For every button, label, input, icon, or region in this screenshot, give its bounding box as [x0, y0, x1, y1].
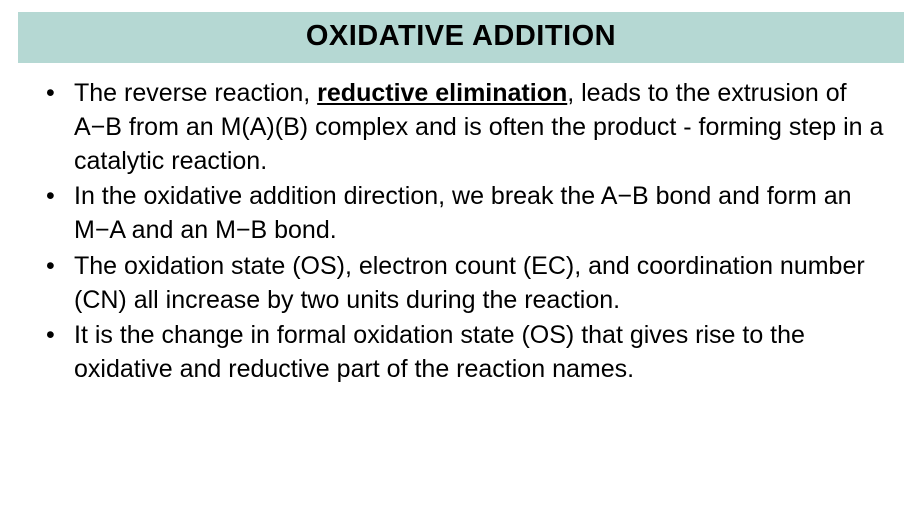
slide-title: OXIDATIVE ADDITION [18, 20, 904, 53]
text-segment: reductive elimination [317, 79, 567, 107]
list-item: In the oxidative addition direction, we … [38, 180, 896, 248]
text-segment: In the oxidative addition direction, we … [74, 182, 852, 244]
text-segment: The oxidation state (OS), electron count… [74, 252, 865, 314]
bullet-list: The reverse reaction, reductive eliminat… [38, 77, 896, 387]
slide: OXIDATIVE ADDITION The reverse reaction,… [0, 0, 922, 518]
list-item: The reverse reaction, reductive eliminat… [38, 77, 896, 178]
text-segment: It is the change in formal oxidation sta… [74, 321, 805, 383]
list-item: It is the change in formal oxidation sta… [38, 319, 896, 387]
title-bar: OXIDATIVE ADDITION [18, 12, 904, 63]
slide-content: The reverse reaction, reductive eliminat… [18, 77, 904, 387]
text-segment: The reverse reaction, [74, 79, 317, 107]
list-item: The oxidation state (OS), electron count… [38, 250, 896, 318]
